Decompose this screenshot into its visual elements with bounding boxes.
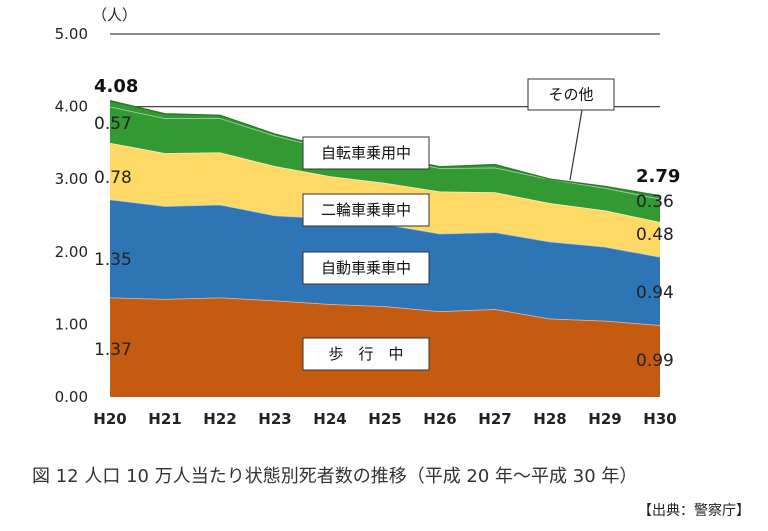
y-unit-label: （人） [92, 6, 137, 24]
value-label-first: 1.35 [94, 250, 132, 270]
x-tick-label: H27 [478, 410, 511, 428]
x-tick-label: H30 [643, 410, 676, 428]
y-tick-label: 0.00 [55, 388, 88, 406]
x-tick-label: H22 [203, 410, 236, 428]
x-tick-label: H28 [533, 410, 566, 428]
series-name-label: 自転車乗用中 [321, 144, 411, 162]
value-label-last: 0.94 [636, 283, 674, 303]
series-name-box [527, 78, 615, 111]
total-label-last: 2.79 [636, 166, 680, 187]
chart: 0.00 1.00 2.00 3.00 4.00 5.00（人） H20 H21 H22 H23 H… [55, 6, 681, 428]
series-name-label: 歩 行 中 [328, 345, 403, 363]
series-name-label: その他 [548, 86, 593, 104]
series-name-box [302, 251, 430, 285]
y-tick-label: 5.00 [55, 25, 88, 43]
y-tick-label: 1.00 [55, 315, 88, 333]
total-label-first: 4.08 [94, 76, 138, 97]
value-label-last: 0.99 [636, 351, 674, 371]
value-label-last: 0.36 [636, 192, 674, 212]
series-name-label: 自動車乗車中 [321, 259, 411, 277]
x-tick-label: H21 [148, 410, 181, 428]
label-layer: 1.37 1.35 0.78 0.57 0.99 0.94 0.48 0.36 4.08 2.79… [94, 76, 680, 371]
series-name-label: 二輪車乗車中 [321, 201, 411, 219]
x-tick-label: H23 [258, 410, 291, 428]
value-label-first: 0.78 [94, 168, 132, 188]
y-tick-label: 4.00 [55, 98, 88, 116]
leader-line [569, 109, 583, 181]
x-tick-label: H29 [588, 410, 621, 428]
x-tick-label: H25 [368, 410, 401, 428]
value-label-last: 0.48 [636, 225, 674, 245]
x-tick-label: H20 [93, 410, 126, 428]
value-label-first: 1.37 [94, 340, 132, 360]
y-tick-label: 3.00 [55, 170, 88, 188]
series-name-box [302, 193, 430, 227]
y-tick-label: 2.00 [55, 243, 88, 261]
x-tick-label: H26 [423, 410, 456, 428]
series-name-box [302, 337, 430, 371]
figure-caption: 図 12 人口 10 万人当たり状態別死者数の推移（平成 20 年～平成 30 … [32, 466, 638, 487]
x-tick-label: H24 [313, 410, 346, 428]
series-name-box [302, 136, 430, 170]
value-label-first: 0.57 [94, 114, 132, 134]
source-note: 【出典：警察庁】 [638, 503, 750, 519]
axis-layer: 0.00 1.00 2.00 3.00 4.00 5.00（人） H20 H21 H22 H23 H… [55, 6, 677, 428]
